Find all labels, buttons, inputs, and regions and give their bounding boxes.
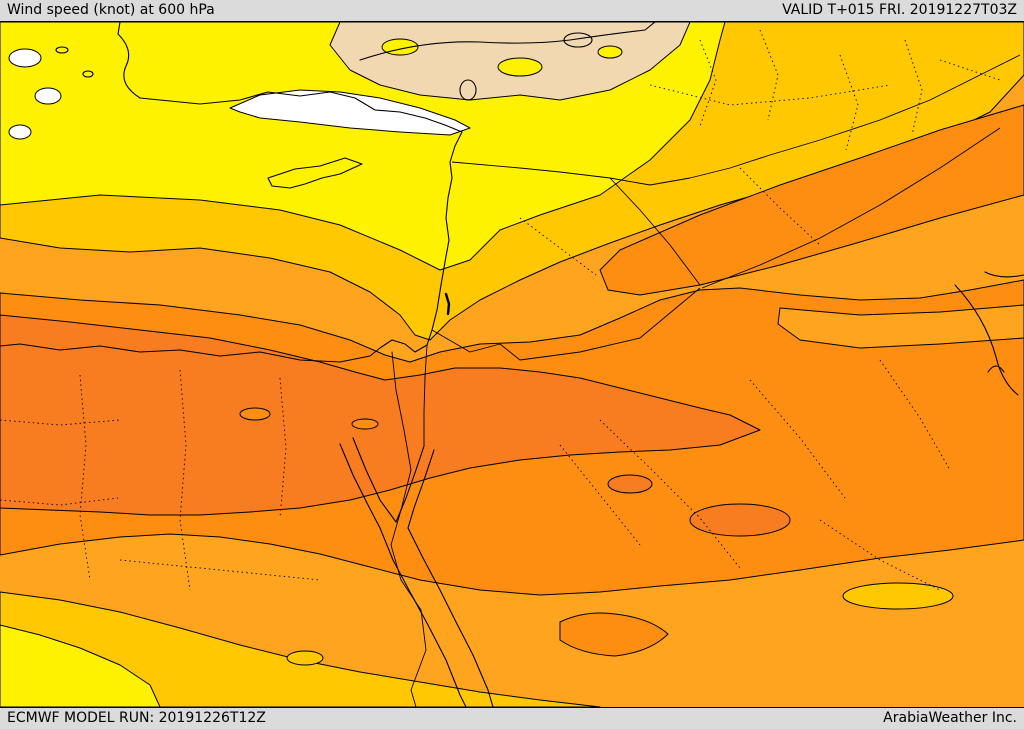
lake-tuz (459, 79, 477, 101)
persian-gulf-coast (954, 284, 1019, 396)
admin-line (939, 59, 1001, 81)
red-sea-west-coast (379, 527, 467, 707)
amber-spot-southeast (842, 582, 954, 610)
admin-line (839, 54, 859, 151)
band-white-aegean (8, 124, 32, 140)
yellow-spot-in-peach (497, 57, 543, 77)
admin-line (759, 29, 779, 121)
red-sea-east-coast (407, 527, 494, 707)
band-deep-orange-blob (607, 474, 653, 494)
band-yellow-southwest (0, 624, 161, 707)
egypt-israel-border (423, 344, 428, 446)
aegean-island (82, 70, 94, 78)
aegean-island (55, 46, 69, 54)
cyprus-island (267, 157, 363, 189)
band-orange-stripe-east (777, 304, 1024, 349)
syria-iraq-border (609, 177, 701, 286)
lake-van (563, 32, 593, 48)
admin-line (749, 379, 846, 499)
admin-borders-dotted (0, 29, 1001, 591)
nile-river (390, 351, 427, 707)
footer-bar: ECMWF MODEL RUN: 20191226T12Z ArabiaWeat… (0, 707, 1024, 729)
gulf-of-suez-west-shore (339, 443, 381, 529)
admin-line (179, 369, 191, 591)
valid-time-label: VALID T+015 FRI. 20191227T03Z (782, 2, 1017, 18)
coastlines (0, 22, 1024, 707)
aegean-coast (117, 22, 141, 99)
branding-label: ArabiaWeather Inc. (883, 710, 1017, 726)
gulf-of-aqaba-east-shore (407, 449, 435, 529)
jordan-saudi-iraq-border (431, 287, 701, 361)
admin-line (739, 167, 821, 246)
band-white-south-turkey-coast (229, 89, 471, 136)
admin-line (519, 217, 597, 276)
band-deep-orange-core (0, 314, 761, 516)
wind-bands (0, 22, 1024, 707)
admin-line (904, 39, 923, 136)
black-sea-coast (359, 22, 656, 61)
admin-line (819, 519, 941, 591)
admin-line (0, 419, 121, 426)
persian-gulf-north-shore (984, 271, 1024, 278)
mediterranean-levant-egypt-coast (0, 91, 463, 363)
sinai-coast (352, 437, 425, 523)
wind-speed-map (0, 22, 1024, 707)
iraq-iran-border (701, 127, 1001, 289)
turkey-south-border (451, 54, 1021, 186)
lighter-hole-in-core (351, 418, 379, 430)
map-area (0, 22, 1024, 707)
qatar-peninsula (987, 365, 1005, 373)
dead-sea (444, 292, 451, 316)
admin-line (699, 39, 717, 127)
admin-line (0, 497, 119, 506)
map-title: Wind speed (knot) at 600 hPa (7, 2, 215, 18)
admin-line (649, 84, 891, 106)
model-run-label: ECMWF MODEL RUN: 20191226T12Z (7, 710, 266, 726)
band-dark-orange-south-blob (559, 612, 669, 657)
band-white-aegean (8, 48, 42, 68)
band-white-aegean (34, 87, 62, 105)
band-deep-orange-blob (689, 503, 791, 537)
country-borders (423, 54, 1021, 446)
amber-spot-south (286, 650, 324, 666)
lighter-hole-in-core (239, 407, 271, 421)
header-bar: Wind speed (knot) at 600 hPa VALID T+015… (0, 0, 1024, 22)
band-dark-orange-northeast (599, 104, 1024, 296)
yellow-spot-in-peach (597, 45, 623, 59)
admin-line (599, 419, 741, 569)
band-amber-southwest (0, 591, 601, 707)
admin-line (119, 559, 321, 581)
